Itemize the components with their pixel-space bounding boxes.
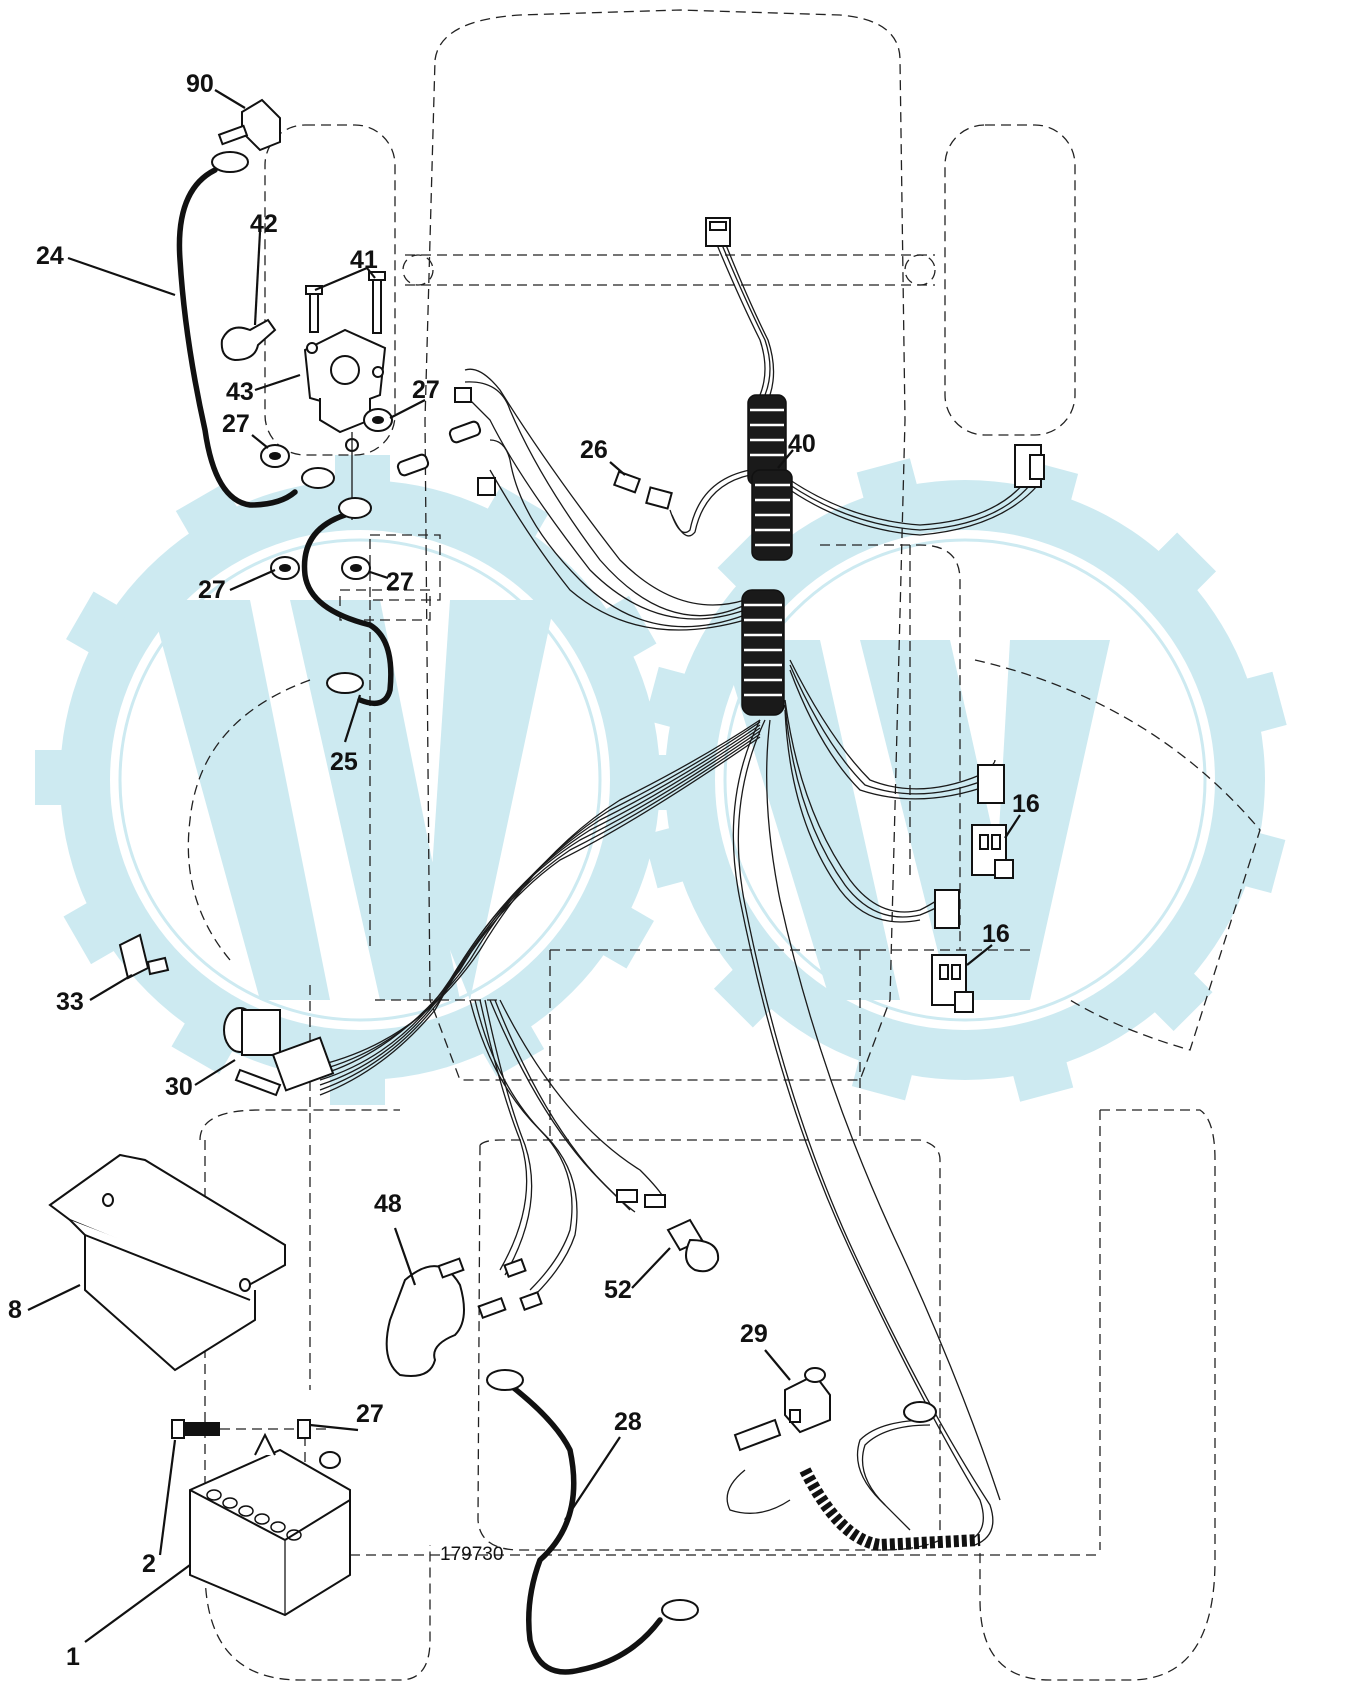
- figure-number: 179730: [440, 1544, 503, 1565]
- connector-26: [612, 470, 673, 510]
- fuse-holders: [396, 387, 496, 496]
- bolts-41: [305, 271, 386, 334]
- coil-cord: [733, 1401, 981, 1552]
- callout-48: 48: [374, 1190, 402, 1218]
- callout-40: 40: [788, 430, 816, 458]
- callout-42: 42: [250, 210, 278, 238]
- callout-29: 29: [740, 1320, 768, 1348]
- callout-1: 1: [66, 1643, 80, 1671]
- watermark: [35, 455, 1287, 1105]
- nut-27-upper-right: [363, 408, 393, 432]
- callout-30: 30: [165, 1073, 193, 1101]
- callout-26: 26: [580, 436, 608, 464]
- callout-25: 25: [330, 748, 358, 776]
- key-33: [118, 933, 170, 980]
- harness-right-connector: [1014, 444, 1045, 488]
- switch-16-upper: [971, 764, 1014, 879]
- callout-27-b: 27: [222, 410, 250, 438]
- nut-27-lower-right: [341, 556, 371, 580]
- nut-27-upper-left: [260, 444, 290, 468]
- callout-33: 33: [56, 988, 84, 1016]
- callout-2: 2: [142, 1550, 156, 1578]
- cable-25: [301, 497, 394, 707]
- callout-labels: 90 42 24 41 43 27 27 27 27 25 26 40 16 1…: [8, 70, 1040, 1671]
- leader-lines: [27, 89, 1021, 1643]
- callout-24: 24: [36, 242, 64, 270]
- callout-52: 52: [604, 1276, 632, 1304]
- cable-28: [486, 1369, 699, 1675]
- callout-43: 43: [226, 378, 254, 406]
- socket-48: [385, 1257, 543, 1377]
- switch-16-lower: [931, 889, 974, 1013]
- terminal-block-90: [217, 98, 281, 152]
- harness-loom-40: [741, 394, 793, 716]
- lamp-52: [616, 1189, 720, 1273]
- callout-27-e: 27: [356, 1400, 384, 1428]
- watermark-w-left: [150, 600, 555, 1000]
- harness-wires: [319, 239, 1039, 1546]
- harness-top-connector: [705, 217, 731, 247]
- switch-29: [784, 1367, 831, 1434]
- solenoid-43: [303, 328, 387, 520]
- nut-27-lower-left: [270, 556, 300, 580]
- nut-27-battery: [297, 1419, 311, 1439]
- callout-27-a: 27: [412, 376, 440, 404]
- callout-27-d: 27: [386, 568, 414, 596]
- callout-90: 90: [186, 70, 214, 98]
- callout-16-a: 16: [1012, 790, 1040, 818]
- terminal-boot-42: [220, 318, 277, 362]
- ignition-switch-30: [223, 1007, 335, 1097]
- callout-41: 41: [350, 246, 378, 274]
- battery-bolt-2: [171, 1419, 330, 1439]
- callout-28: 28: [614, 1408, 642, 1436]
- callout-16-b: 16: [982, 920, 1010, 948]
- battery-tray-8: [48, 1153, 286, 1372]
- callout-8: 8: [8, 1296, 22, 1324]
- battery-1: [189, 1432, 351, 1617]
- callout-27-c: 27: [198, 576, 226, 604]
- cable-24: [176, 151, 335, 508]
